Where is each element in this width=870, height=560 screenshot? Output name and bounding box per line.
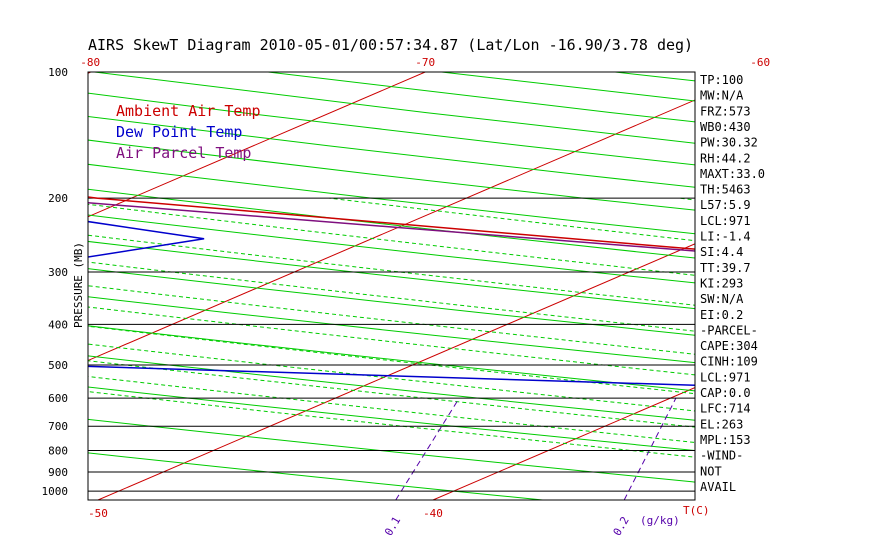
pressure-tick-label: 400 <box>48 318 68 331</box>
stat-item: LCL:971 <box>700 214 751 228</box>
dry-adiabat-line <box>88 325 695 392</box>
stat-item: RH:44.2 <box>700 151 751 165</box>
x-unit-label: T(C) <box>683 504 710 517</box>
stat-item: LI:-1.4 <box>700 230 751 244</box>
pressure-tick-label: 900 <box>48 466 68 479</box>
stat-item: EL:263 <box>700 417 743 431</box>
stat-item: FRZ:573 <box>700 104 751 118</box>
dry-adiabat-line <box>789 72 870 500</box>
legend-entry-2: Air Parcel Temp <box>116 144 251 162</box>
dry-adiabat-line <box>268 72 695 123</box>
isotherm-line <box>88 72 426 218</box>
mixing-ratio-tick-label: 0.2 <box>611 514 632 538</box>
pressure-tick-label: 300 <box>48 266 68 279</box>
isotherm-line <box>88 99 695 362</box>
pressure-tick-label: 500 <box>48 359 68 372</box>
top-temp-tick-label: -70 <box>415 56 435 69</box>
dry-adiabat-line <box>88 355 695 421</box>
dry-adiabat-line <box>88 452 543 500</box>
stat-item: NOT <box>700 464 722 478</box>
stat-item: MW:N/A <box>700 89 744 103</box>
stat-item: WB0:430 <box>700 120 751 134</box>
pressure-tick-label: 1000 <box>42 485 69 498</box>
mixing-ratio-unit-label: (g/kg) <box>640 514 680 527</box>
pressure-tick-label: 800 <box>48 445 68 458</box>
top-temp-tick-label: -80 <box>80 56 100 69</box>
dry-adiabat-line <box>88 386 695 452</box>
top-temp-tick-label: -60 <box>750 56 770 69</box>
dry-adiabat-line <box>88 240 695 310</box>
mixing-ratio-tick-label: 0.1 <box>382 514 403 538</box>
stat-item: TP:100 <box>700 73 743 87</box>
stat-item: -WIND- <box>700 449 743 463</box>
stat-item: CAP:0.0 <box>700 386 751 400</box>
stat-item: MAXT:33.0 <box>700 167 765 181</box>
dry-adiabat-line <box>441 72 695 102</box>
stat-item: MPL:153 <box>700 433 751 447</box>
dry-adiabat-line <box>88 214 695 284</box>
mixing-ratio-line <box>623 397 677 500</box>
stat-item: TT:39.7 <box>700 261 751 275</box>
stat-item: LFC:714 <box>700 402 751 416</box>
legend-entry-0: Ambient Air Temp <box>116 102 261 120</box>
isotherm-line <box>432 387 695 500</box>
chart-title: AIRS SkewT Diagram 2010-05-01/00:57:34.8… <box>88 36 693 54</box>
pressure-tick-label: 200 <box>48 192 68 205</box>
pressure-tick-label: 600 <box>48 392 68 405</box>
stat-item: AVAIL <box>700 480 736 494</box>
series-line-0 <box>88 72 695 250</box>
stat-item: KI:293 <box>700 276 743 290</box>
stat-item: SW:N/A <box>700 292 744 306</box>
stat-item: SI:4.4 <box>700 245 743 259</box>
isotherm-line <box>768 72 870 500</box>
stat-item: CAPE:304 <box>700 339 758 353</box>
mixing-ratio-line <box>395 397 460 500</box>
isotherm-line <box>97 243 695 500</box>
stat-item: CINH:109 <box>700 355 758 369</box>
stat-item: -PARCEL- <box>700 323 758 337</box>
plot-frame <box>87 71 696 501</box>
legend-entry-1: Dew Point Temp <box>116 123 242 141</box>
y-axis-label: PRESSURE (MB) <box>72 242 85 328</box>
pressure-tick-label: 100 <box>48 66 68 79</box>
bottom-temp-tick-label: -50 <box>88 507 108 520</box>
stat-item: L57:5.9 <box>700 198 751 212</box>
pressure-tick-label: 700 <box>48 420 68 433</box>
moist-adiabat-line <box>88 375 695 443</box>
stat-item: LCL:971 <box>700 370 751 384</box>
dry-adiabat-line <box>88 418 695 483</box>
stat-item: TH:5463 <box>700 183 751 197</box>
stat-item: EI:0.2 <box>700 308 743 322</box>
stat-item: PW:30.32 <box>700 136 758 150</box>
moist-adiabat-line <box>88 360 695 428</box>
dry-adiabat-line <box>88 188 695 259</box>
bottom-temp-tick-label: -40 <box>423 507 443 520</box>
